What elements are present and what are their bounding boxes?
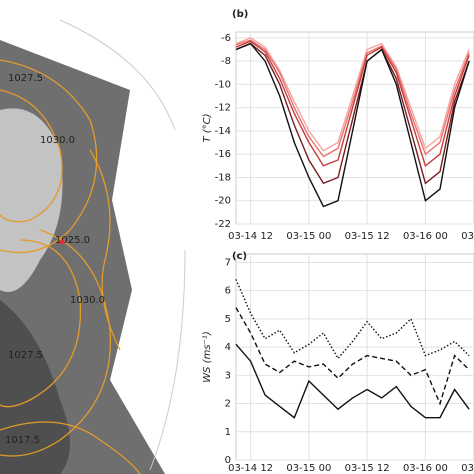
y-tick-label: -10	[215, 79, 231, 90]
x-tick-label: 03-15 12	[345, 231, 390, 242]
y-tick-label: -20	[215, 196, 231, 207]
panel-label: (b)	[232, 9, 248, 20]
x-tick-label: 03-15 00	[286, 463, 331, 474]
series-line	[235, 42, 470, 185]
x-tick-label: 03-15 12	[345, 463, 390, 474]
contour-labels: 1027.5 1030.0 1025.0 1027.5 1030.0 1017.…	[5, 73, 105, 446]
dark-region	[0, 300, 70, 474]
y-axis-label: WS (ms⁻¹)	[202, 331, 213, 382]
y-tick-label: 0	[225, 455, 231, 466]
contours	[0, 59, 141, 474]
y-tick-label: 1	[225, 427, 231, 438]
series-line	[235, 39, 470, 158]
x-tick-label: 03-16 12	[461, 463, 474, 474]
contour-label: 1027.5	[8, 350, 43, 361]
series-line	[235, 37, 470, 152]
y-tick-label: 7	[225, 257, 231, 268]
y-tick-label: -16	[215, 149, 231, 160]
x-tick-label: 03-16 12	[461, 231, 474, 242]
y-tick-label: 6	[225, 286, 231, 297]
series-line	[235, 42, 470, 208]
x-tick-label: 03-14 12	[228, 463, 273, 474]
plot-area	[235, 253, 474, 461]
y-tick-label: -18	[215, 172, 231, 183]
series-line	[235, 307, 470, 406]
y-tick-label: 3	[225, 370, 231, 381]
contour-label: 1027.5	[8, 73, 43, 84]
y-tick-label: -12	[215, 103, 231, 114]
map-panel: 1027.5 1030.0 1025.0 1027.5 1030.0 1017.…	[0, 19, 186, 474]
panel-label: (c)	[232, 251, 247, 262]
y-tick-label: -6	[221, 33, 231, 44]
latitude-line	[149, 249, 186, 471]
y-tick-label: 4	[225, 342, 231, 353]
series-line	[235, 343, 470, 419]
x-tick-label: 03-14 12	[228, 231, 273, 242]
latitude-line	[59, 19, 176, 131]
y-tick-label: 2	[225, 399, 231, 410]
y-tick-label: -22	[215, 219, 231, 230]
x-tick-label: 03-16 00	[403, 231, 448, 242]
contour-label: 1025.0	[55, 235, 90, 246]
contour-label: 1030.0	[70, 295, 105, 306]
x-tick-label: 03-15 00	[286, 231, 331, 242]
contour-label: 1030.0	[40, 135, 75, 146]
contour-label: 1017.5	[5, 435, 40, 446]
series-line	[235, 40, 470, 167]
y-tick-label: 5	[225, 314, 231, 325]
site-marker	[59, 239, 65, 245]
x-tick-label: 03-16 00	[403, 463, 448, 474]
series-line	[235, 279, 470, 360]
y-tick-label: -14	[215, 126, 231, 137]
y-axis-label: T (°C)	[202, 113, 213, 142]
y-tick-label: -8	[221, 56, 231, 67]
